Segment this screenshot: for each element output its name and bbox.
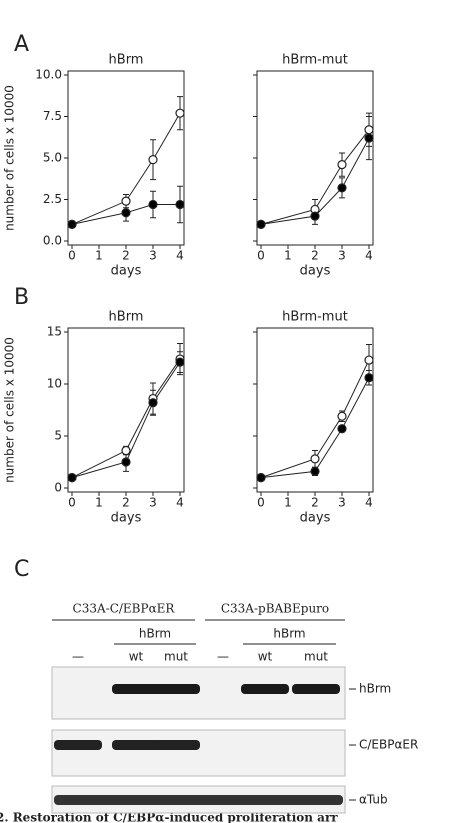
series-line — [260, 377, 370, 479]
x-tick-label: 0 — [257, 496, 265, 510]
marker — [67, 473, 77, 483]
marker — [121, 196, 131, 206]
series-line — [71, 112, 181, 225]
x-axis-label: days — [300, 264, 331, 279]
marker — [337, 424, 347, 434]
blot-strip — [51, 729, 346, 777]
band — [152, 740, 200, 750]
marker — [121, 208, 131, 218]
x-tick-label: 3 — [149, 496, 157, 510]
blot-row-label: hBrm — [359, 682, 391, 696]
series-line — [71, 361, 181, 479]
lane-label: mut — [164, 650, 188, 664]
band — [152, 684, 200, 694]
panel-label: C — [14, 557, 29, 582]
band — [112, 740, 160, 750]
lane-label: — — [217, 650, 229, 664]
x-tick-label: 4 — [176, 249, 184, 263]
marker — [364, 125, 374, 135]
x-tick-label: 0 — [68, 249, 76, 263]
band — [112, 684, 160, 694]
caption: 2. Restoration of C/EBPα-induced prolife… — [0, 811, 338, 823]
x-tick-label: 0 — [257, 249, 265, 263]
x-tick-label: 3 — [338, 496, 346, 510]
panel-label: B — [14, 285, 29, 310]
x-tick-label: 3 — [338, 249, 346, 263]
marker — [310, 454, 320, 464]
series-line — [260, 137, 370, 225]
x-tick-label: 4 — [176, 496, 184, 510]
x-tick-label: 1 — [95, 496, 103, 510]
blot-row-label: C/EBPαER — [359, 738, 418, 752]
y-tick-label: 5.0 — [43, 151, 62, 165]
marker — [175, 199, 185, 210]
blot-group-label: C33A-C/EBPαER — [73, 602, 176, 616]
blot-sublabel: hBrm — [273, 627, 305, 641]
y-tick-label: 0.0 — [43, 234, 62, 248]
marker — [337, 183, 347, 193]
y-axis-label: number of cells x 10000 — [3, 337, 17, 483]
y-tick-label: 7.5 — [43, 109, 62, 123]
marker — [256, 473, 266, 483]
lane-label: wt — [129, 650, 144, 664]
x-tick-label: 2 — [122, 249, 130, 263]
marker — [364, 355, 374, 365]
marker — [337, 411, 347, 421]
series-line — [260, 359, 370, 479]
band — [54, 795, 343, 805]
y-axis-label: number of cells x 10000 — [3, 85, 17, 231]
marker — [364, 133, 374, 143]
lane-label: mut — [304, 650, 328, 664]
lane-label: — — [72, 650, 84, 664]
x-tick-label: 3 — [149, 249, 157, 263]
band — [292, 684, 340, 694]
marker — [175, 108, 185, 118]
marker — [364, 373, 374, 383]
blot-group-label: C33A-pBABEpuro — [221, 602, 329, 616]
marker — [67, 219, 77, 229]
marker — [337, 160, 347, 170]
band — [54, 740, 102, 750]
x-tick-label: 1 — [284, 496, 292, 510]
marker — [310, 466, 320, 476]
blot-sublabel: hBrm — [139, 627, 171, 641]
marker — [310, 211, 320, 221]
marker — [148, 155, 158, 165]
lane-label: wt — [258, 650, 273, 664]
band — [241, 684, 289, 694]
x-tick-label: 0 — [68, 496, 76, 510]
x-tick-label: 2 — [311, 496, 319, 510]
chart-title: hBrm — [109, 310, 144, 325]
y-tick-label: 15 — [47, 325, 62, 339]
y-tick-label: 5 — [54, 429, 62, 443]
y-tick-label: 10.0 — [35, 68, 62, 82]
x-axis-label: days — [300, 511, 331, 526]
x-tick-label: 4 — [365, 496, 373, 510]
marker — [256, 219, 266, 229]
marker — [148, 398, 158, 408]
marker — [148, 199, 158, 210]
marker — [121, 457, 131, 467]
x-tick-label: 1 — [95, 249, 103, 263]
marker — [175, 357, 185, 367]
y-tick-label: 2.5 — [43, 192, 62, 206]
y-tick-label: 10 — [47, 377, 62, 391]
y-tick-label: 0 — [54, 481, 62, 495]
chart-title: hBrm-mut — [282, 53, 348, 68]
chart-title: hBrm — [109, 53, 144, 68]
series-line — [71, 358, 181, 479]
panel-label: A — [14, 32, 29, 57]
x-tick-label: 2 — [311, 249, 319, 263]
x-axis-label: days — [111, 511, 142, 526]
chart-title: hBrm-mut — [282, 310, 348, 325]
blot-row-label: αTub — [359, 793, 388, 807]
series-line — [260, 129, 370, 225]
marker — [121, 445, 131, 456]
x-tick-label: 2 — [122, 496, 130, 510]
series-line — [71, 203, 180, 225]
x-tick-label: 4 — [365, 249, 373, 263]
x-tick-label: 1 — [284, 249, 292, 263]
x-axis-label: days — [111, 264, 142, 279]
